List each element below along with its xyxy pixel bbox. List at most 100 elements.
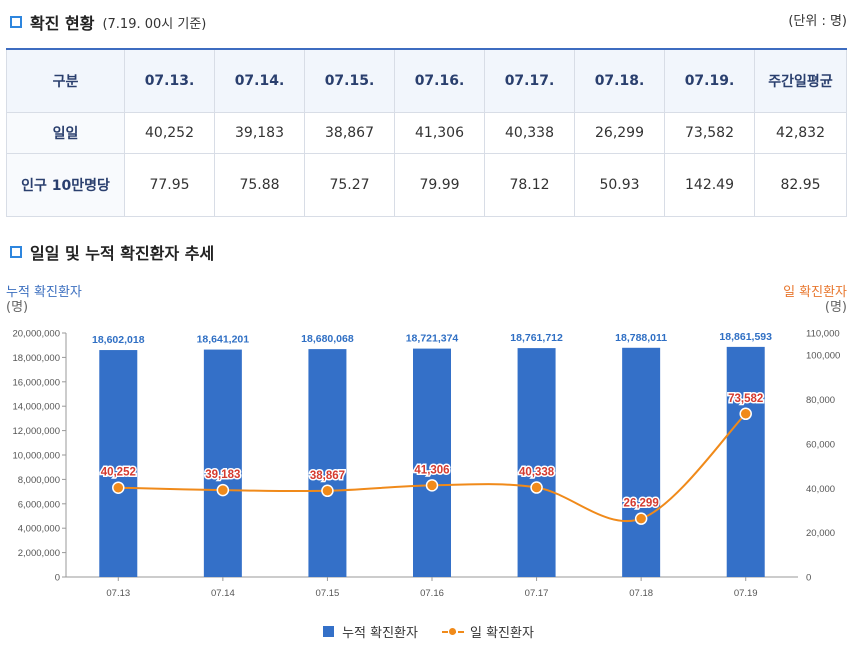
table-cell: 40,252 — [124, 112, 215, 154]
header-cell: 구분 — [6, 48, 125, 113]
x-tick-label: 07.13 — [106, 588, 130, 599]
row-label: 인구 10만명당 — [6, 153, 125, 217]
bar-data-label: 18,680,068 — [301, 333, 354, 345]
table-cell: 42,832 — [754, 112, 847, 154]
line-point — [216, 483, 230, 497]
line-data-label: 39,183 — [205, 469, 240, 481]
right-axis-title-text: 일 확진환자 — [783, 285, 847, 300]
line-point — [530, 481, 543, 494]
line-point — [739, 407, 752, 421]
trend-chart: 0 2,000,000 4,000,000 6,000,000 8,000,000 10,… — [12, 329, 840, 600]
header-cell: 07.18. — [574, 48, 665, 113]
table-cell: 26,299 — [574, 112, 665, 154]
left-tick-label: 16,000,000 — [12, 377, 60, 388]
right-tick-label: 40,000 — [806, 484, 835, 495]
bar — [413, 348, 451, 577]
x-tick-label: 07.14 — [211, 588, 235, 599]
bar-data-label: 18,721,374 — [406, 333, 459, 345]
right-tick-label: 60,000 — [806, 439, 835, 450]
right-tick-label: 80,000 — [806, 395, 835, 406]
table-cell: 38,867 — [304, 112, 395, 154]
bar — [308, 349, 347, 577]
line-data-label: 40,338 — [519, 467, 555, 479]
section-square-icon — [10, 16, 22, 28]
right-axis-unit: (명) — [824, 300, 847, 315]
table-cell: 142.49 — [664, 153, 755, 217]
header-cell: 주간일평균 — [754, 48, 847, 113]
trend-title: 일일 및 누적 확진환자 추세 — [30, 244, 215, 263]
legend-bar-swatch — [323, 626, 335, 637]
x-tick-label: 07.15 — [316, 588, 340, 599]
header-cell: 07.13. — [124, 48, 215, 113]
line-point — [634, 512, 648, 525]
header-cell: 07.19. — [664, 48, 755, 113]
x-tick-label: 07.19 — [734, 588, 758, 599]
status-section-header: 확진 현황 (7.19. 00시 기준) — [10, 10, 206, 34]
bar-data-label: 18,788,011 — [615, 332, 667, 344]
table-cell: 78.12 — [484, 153, 575, 217]
left-tick-label: 0 — [55, 573, 60, 584]
status-title: 확진 현황 — [30, 14, 95, 33]
table-cell: 40,338 — [484, 112, 575, 154]
table-cell: 79.99 — [394, 153, 485, 217]
bar — [203, 349, 242, 577]
chart-legend: 누적 확진환자 일 확진환자 — [0, 622, 857, 641]
bar — [622, 347, 661, 577]
row-label: 일일 — [6, 112, 125, 154]
left-tick-label: 18,000,000 — [12, 353, 60, 364]
table-cell: 39,183 — [214, 112, 305, 154]
left-tick-label: 6,000,000 — [18, 499, 60, 510]
table-cell: 41,306 — [394, 112, 485, 154]
section-square-icon — [10, 246, 22, 258]
left-tick-label: 14,000,000 — [12, 402, 60, 413]
x-tick-label: 07.18 — [629, 588, 653, 599]
table-cell: 75.27 — [304, 153, 395, 217]
left-tick-label: 10,000,000 — [12, 451, 60, 462]
bar-data-label: 18,761,712 — [510, 332, 563, 344]
right-tick-label: 0 — [806, 573, 811, 584]
legend-label: 누적 확진환자 — [342, 626, 418, 641]
legend-item-daily[interactable]: 일 확진환자 — [441, 622, 534, 641]
table-header-row: 구분 07.13. 07.14. 07.15. 07.16. 07.17. 07… — [6, 48, 847, 113]
line-point — [425, 479, 439, 492]
x-tick-label: 07.16 — [420, 588, 444, 599]
table-cell: 82.95 — [754, 153, 847, 217]
trend-section-header: 일일 및 누적 확진환자 추세 — [10, 240, 214, 264]
legend-item-cumulative[interactable]: 누적 확진환자 — [323, 622, 418, 641]
right-tick-label: 20,000 — [806, 528, 835, 539]
line-point — [321, 484, 334, 498]
table-cell: 50.93 — [574, 153, 665, 217]
line-data-label: 40,252 — [101, 467, 136, 479]
line-data-label: 41,306 — [414, 464, 449, 476]
left-tick-label: 20,000,000 — [12, 329, 60, 340]
left-tick-label: 4,000,000 — [18, 524, 60, 535]
line-data-label: 38,867 — [310, 470, 345, 482]
bar-data-label: 18,861,593 — [719, 331, 772, 343]
unit-label: (단위 : 명) — [788, 14, 847, 29]
bar — [517, 348, 556, 577]
bar — [726, 346, 765, 577]
left-axis-title-text: 누적 확진환자 — [6, 285, 82, 300]
right-tick-label: 100,000 — [806, 351, 840, 362]
header-cell: 07.14. — [214, 48, 305, 113]
left-tick-label: 8,000,000 — [18, 475, 60, 486]
line-point — [112, 481, 125, 494]
table-cell: 73,582 — [664, 112, 755, 154]
header-cell: 07.17. — [484, 48, 575, 113]
bar-data-label: 18,641,201 — [197, 334, 250, 346]
status-subtitle: (7.19. 00시 기준) — [102, 16, 207, 32]
header-cell: 07.15. — [304, 48, 395, 113]
line-data-label: 73,582 — [728, 393, 763, 405]
x-tick-label: 07.17 — [525, 588, 549, 599]
status-table: 구분 07.13. 07.14. 07.15. 07.16. 07.17. 07… — [6, 48, 847, 217]
left-axis-title: 누적 확진환자 (명) — [6, 285, 82, 315]
bar-data-label: 18,602,018 — [92, 334, 145, 346]
table-row: 일일 40,252 39,183 38,867 41,306 40,338 26… — [6, 112, 847, 154]
table-cell: 77.95 — [124, 153, 215, 217]
table-cell: 75.88 — [214, 153, 305, 217]
left-axis-unit: (명) — [6, 300, 29, 315]
right-axis-title: 일 확진환자 (명) — [783, 285, 847, 315]
left-tick-label: 12,000,000 — [12, 426, 60, 437]
header-cell: 07.16. — [394, 48, 485, 113]
legend-line-swatch — [441, 626, 464, 637]
